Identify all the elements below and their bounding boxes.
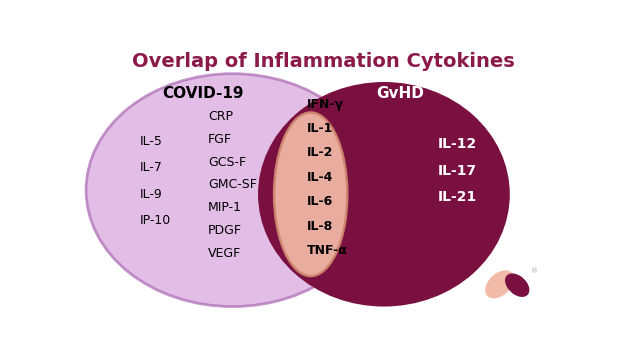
- Text: IL-12: IL-12: [438, 138, 477, 151]
- Text: GCS-F: GCS-F: [208, 156, 246, 168]
- Text: IL-2: IL-2: [307, 147, 334, 159]
- Ellipse shape: [274, 112, 347, 276]
- Text: IL-17: IL-17: [438, 164, 477, 178]
- Ellipse shape: [260, 84, 508, 305]
- Text: IL-7: IL-7: [140, 161, 163, 175]
- Text: FGF: FGF: [208, 133, 232, 146]
- Text: IL-4: IL-4: [307, 171, 334, 184]
- Text: IL-5: IL-5: [140, 135, 163, 148]
- Text: VEGF: VEGF: [208, 247, 241, 260]
- Text: IL-6: IL-6: [307, 195, 333, 208]
- Text: GvHD: GvHD: [376, 86, 424, 101]
- Text: IL-21: IL-21: [438, 190, 477, 204]
- Text: IL-9: IL-9: [140, 188, 163, 201]
- Ellipse shape: [86, 74, 379, 307]
- Text: IL-1: IL-1: [307, 122, 334, 135]
- Text: GMC-SF: GMC-SF: [208, 178, 257, 192]
- Ellipse shape: [485, 270, 514, 298]
- Text: IL-8: IL-8: [307, 220, 333, 233]
- Text: ®: ®: [531, 268, 539, 274]
- Text: Overlap of Inflammation Cytokines: Overlap of Inflammation Cytokines: [132, 51, 514, 71]
- Text: IFN-γ: IFN-γ: [307, 98, 344, 111]
- Text: IP-10: IP-10: [140, 214, 171, 227]
- Text: MIP-1: MIP-1: [208, 201, 242, 214]
- Text: COVID-19: COVID-19: [163, 86, 244, 101]
- Text: TNF-α: TNF-α: [307, 244, 348, 257]
- Text: CRP: CRP: [208, 110, 233, 123]
- Text: PDGF: PDGF: [208, 224, 242, 237]
- Ellipse shape: [505, 274, 529, 297]
